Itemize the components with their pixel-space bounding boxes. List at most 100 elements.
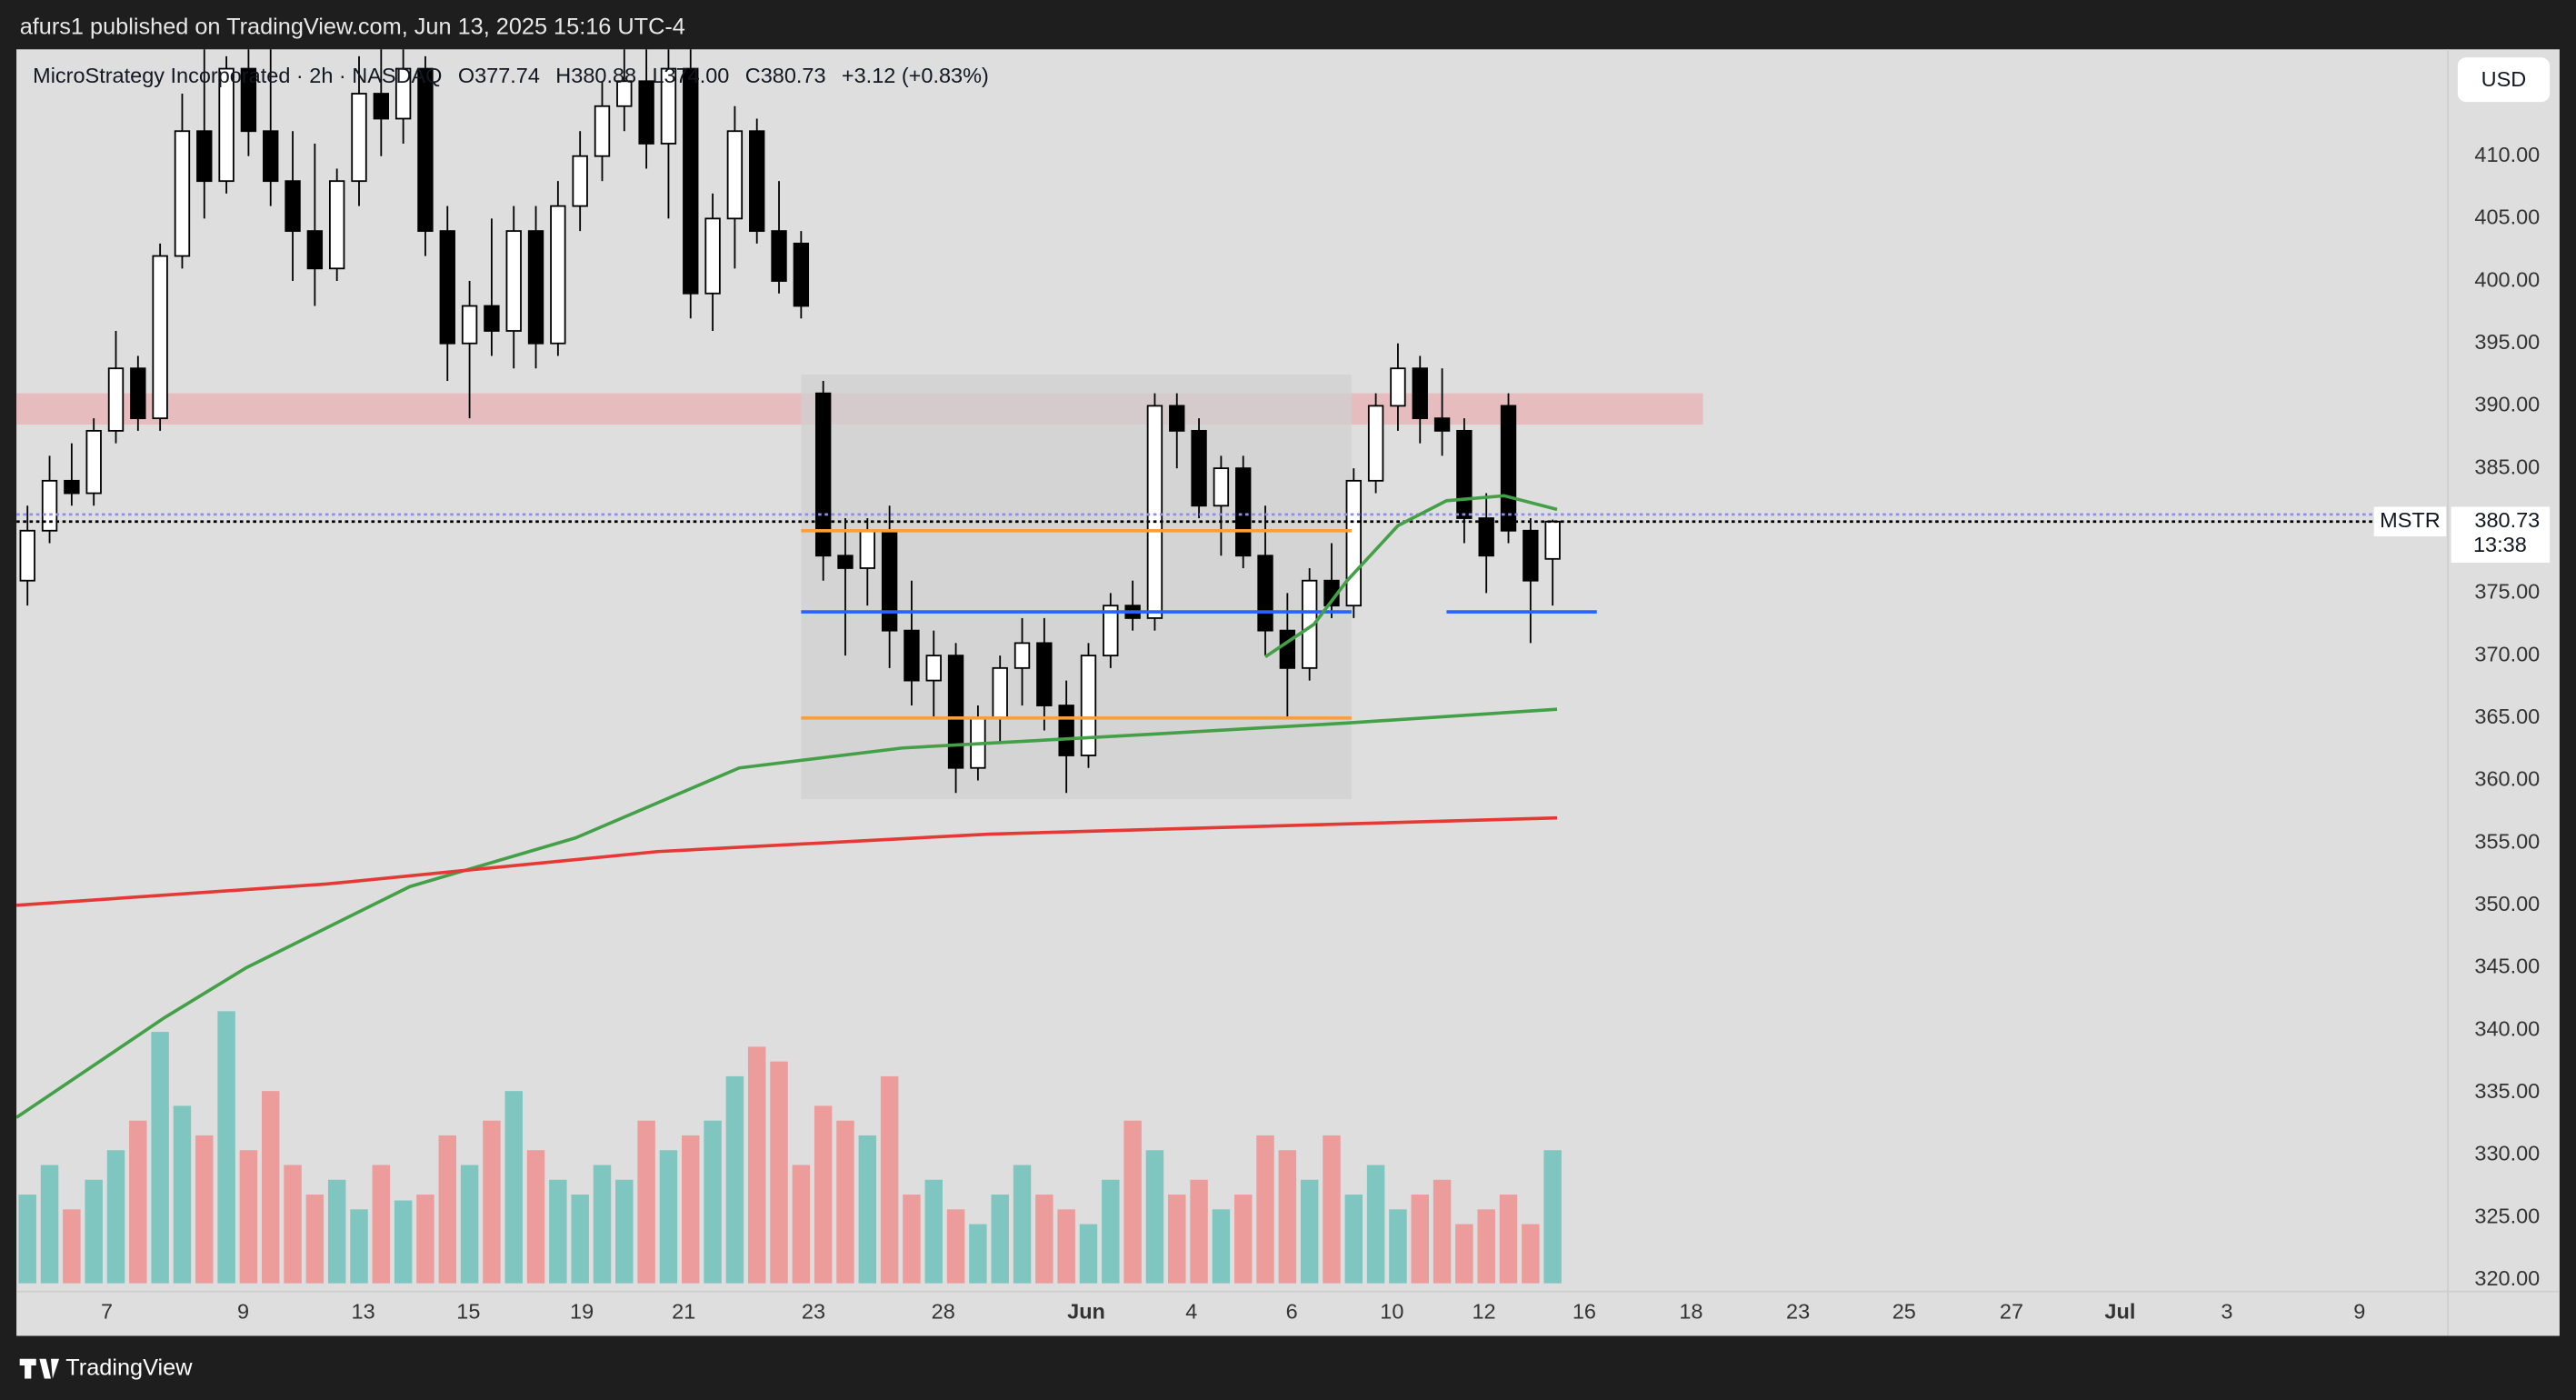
candle-body [351, 93, 367, 183]
y-tick-label: 360.00 [2474, 767, 2540, 791]
y-tick-label: 370.00 [2474, 642, 2540, 665]
volume-bar [1123, 1120, 1142, 1284]
volume-bar [571, 1195, 589, 1284]
candle-body [859, 529, 875, 569]
candle-body [373, 93, 390, 120]
y-tick-label: 375.00 [2474, 580, 2540, 604]
ohlc-open: O377.74 [458, 64, 540, 87]
candle-body [904, 629, 920, 682]
candle-body [1500, 405, 1517, 532]
brand: TradingView [19, 1355, 193, 1380]
candle-body [1301, 579, 1318, 669]
candle-body [64, 479, 80, 495]
candle-body [616, 80, 633, 107]
volume-bar [903, 1195, 921, 1284]
candle-body [1279, 629, 1296, 669]
candle-body [1433, 417, 1451, 432]
x-tick-label: Jun [1067, 1299, 1105, 1323]
y-tick-label: 390.00 [2474, 393, 2540, 416]
candle-body [947, 655, 964, 769]
candle-body [417, 67, 434, 233]
candle-body [328, 180, 345, 270]
volume-bar [1278, 1150, 1297, 1284]
candle-body [1523, 529, 1539, 582]
candle-body [1191, 429, 1207, 507]
candle-body [1169, 405, 1185, 432]
volume-bar [1233, 1195, 1253, 1284]
x-tick-label: 19 [570, 1299, 594, 1323]
price-badge [2451, 506, 2551, 563]
y-tick-label: 320.00 [2474, 1266, 2540, 1290]
candle-body [925, 655, 942, 682]
candle-body [1103, 605, 1119, 657]
y-tick-label: 345.00 [2474, 955, 2540, 978]
x-tick-label: 28 [932, 1299, 955, 1323]
x-tick-label: 6 [1286, 1299, 1298, 1323]
x-tick-label: 16 [1573, 1299, 1596, 1323]
publisher: afurs1 published on TradingView.com, Jun… [20, 14, 685, 39]
volume-bar [305, 1195, 324, 1284]
volume-bar [106, 1150, 125, 1284]
ohlc-change: +3.12 (+0.83%) [842, 64, 989, 87]
x-tick-label: 13 [352, 1299, 375, 1323]
volume-bar [549, 1179, 567, 1284]
volume-bar [1477, 1209, 1495, 1284]
candle-body [41, 479, 58, 532]
candle-body [683, 67, 699, 295]
candle-body [1080, 655, 1097, 756]
x-tick-label: 3 [2221, 1299, 2232, 1323]
candle-body [484, 305, 500, 332]
volume-bar [1455, 1224, 1473, 1284]
ohlc-low: L374.00 [652, 64, 729, 87]
x-tick-label: 15 [456, 1299, 480, 1323]
candle-body [771, 230, 787, 282]
currency-button[interactable] [2457, 57, 2551, 103]
symbol: MicroStrategy Incorporated · 2h · NASDAQ [33, 64, 442, 87]
y-tick-label: 400.00 [2474, 267, 2540, 291]
x-tick-label: 10 [1380, 1299, 1403, 1323]
volume-bar [1013, 1165, 1032, 1284]
y-tick-label: 395.00 [2474, 330, 2540, 354]
candle-body [660, 67, 677, 145]
y-tick-label: 385.00 [2474, 455, 2540, 478]
volume-bar [1344, 1195, 1363, 1284]
candle-body [1478, 517, 1494, 557]
volume-bar [1145, 1150, 1164, 1284]
candle-body [174, 130, 191, 257]
volume-bar [1389, 1209, 1407, 1284]
volume-bar [682, 1135, 700, 1284]
volume-bar [814, 1105, 833, 1284]
volume-bar [394, 1200, 413, 1284]
y-tick-label: 335.00 [2474, 1079, 2540, 1103]
brand-name: TradingView [65, 1355, 193, 1380]
candle-body [107, 367, 125, 432]
volume-bar [372, 1165, 391, 1284]
volume-bar [173, 1105, 192, 1284]
candle-body [1345, 479, 1362, 607]
volume-bar [350, 1209, 368, 1284]
candle-body [505, 230, 522, 332]
volume-bar [593, 1165, 612, 1284]
volume-bar [1300, 1179, 1319, 1284]
x-tick-label: 27 [2000, 1299, 2023, 1323]
volume-bar [659, 1150, 678, 1284]
volume-bar [836, 1120, 854, 1284]
x-tick-label: 12 [1472, 1299, 1495, 1323]
volume-bar [40, 1165, 59, 1284]
volume-bar [239, 1150, 258, 1284]
volume-bar [416, 1195, 434, 1284]
candle-body [285, 180, 301, 233]
volume-bar [504, 1091, 523, 1284]
candle-body [1412, 367, 1428, 420]
symbol-badge [2373, 506, 2447, 536]
volume-bar [747, 1046, 766, 1284]
y-tick-label: 330.00 [2474, 1142, 2540, 1165]
plot [16, 49, 2449, 1284]
volume-bar [327, 1179, 346, 1284]
volume-bar [858, 1135, 877, 1284]
candle-body [1013, 642, 1031, 669]
y-tick-label: 405.00 [2474, 205, 2540, 229]
volume-bar [770, 1061, 788, 1284]
x-tick-label: 25 [1892, 1299, 1916, 1323]
